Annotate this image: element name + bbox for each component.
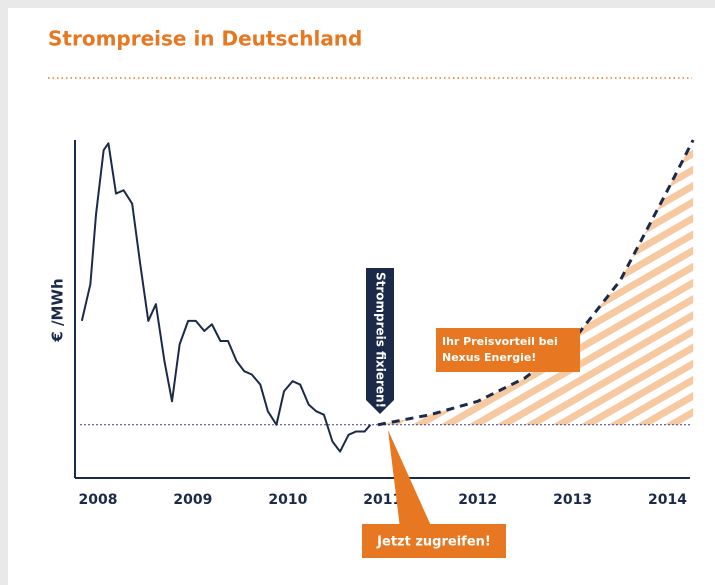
x-tick-label: 2008	[79, 492, 118, 508]
button-pointer	[388, 430, 432, 528]
y-axis-label: € /MWh	[49, 278, 67, 342]
x-tick-label: 2013	[553, 492, 592, 508]
chart-title: Strompreise in Deutschland	[48, 27, 362, 51]
advantage-text: Ihr Preisvorteil bei	[442, 335, 558, 348]
flag-text: Strompreis fixieren!	[374, 272, 388, 408]
card	[8, 8, 715, 585]
x-tick-label: 2010	[268, 492, 307, 508]
cta-button[interactable]	[362, 524, 506, 558]
x-tick-label: 2014	[648, 492, 687, 508]
x-tick-label: 2011	[363, 492, 402, 508]
cta-text[interactable]: Jetzt zugreifen!	[376, 535, 491, 550]
price-line	[80, 142, 372, 453]
advantage-area	[378, 140, 694, 425]
x-tick-label: 2012	[458, 492, 497, 508]
advantage-text: Nexus Energie!	[442, 351, 536, 364]
advantage-box	[436, 328, 580, 372]
flag-shape	[366, 268, 394, 414]
x-tick-label: 2009	[173, 492, 212, 508]
